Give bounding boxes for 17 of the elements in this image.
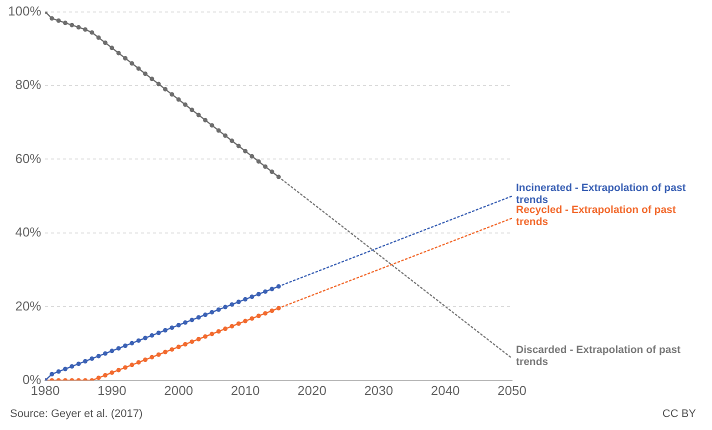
x-tick-label: 1990 — [97, 382, 126, 398]
y-tick-label: 20% — [15, 298, 42, 314]
text: CC BY — [662, 408, 696, 420]
series-label: Recycled - Extrapolation of past trends — [516, 204, 676, 228]
x-tick-label: 2000 — [164, 382, 194, 398]
y-tick-label: 100% — [8, 3, 42, 18]
y-tick-label: 80% — [15, 77, 42, 92]
y-tick-label: 40% — [15, 224, 42, 240]
x-tick-label: 2050 — [498, 382, 526, 398]
series-label: Discarded - Extrapolation of past trends — [516, 344, 682, 368]
source-note: Source: Geyer et al. (2017) — [10, 408, 143, 420]
series-label: Incinerated - Extrapolation of past trends — [516, 182, 686, 206]
x-tick-label: 2020 — [298, 382, 326, 398]
y-tick-label: 60% — [15, 150, 42, 166]
x-tick-label: 2040 — [430, 382, 460, 398]
x-tick-label: 2010 — [230, 382, 260, 398]
x-tick-label: 2030 — [364, 382, 394, 398]
